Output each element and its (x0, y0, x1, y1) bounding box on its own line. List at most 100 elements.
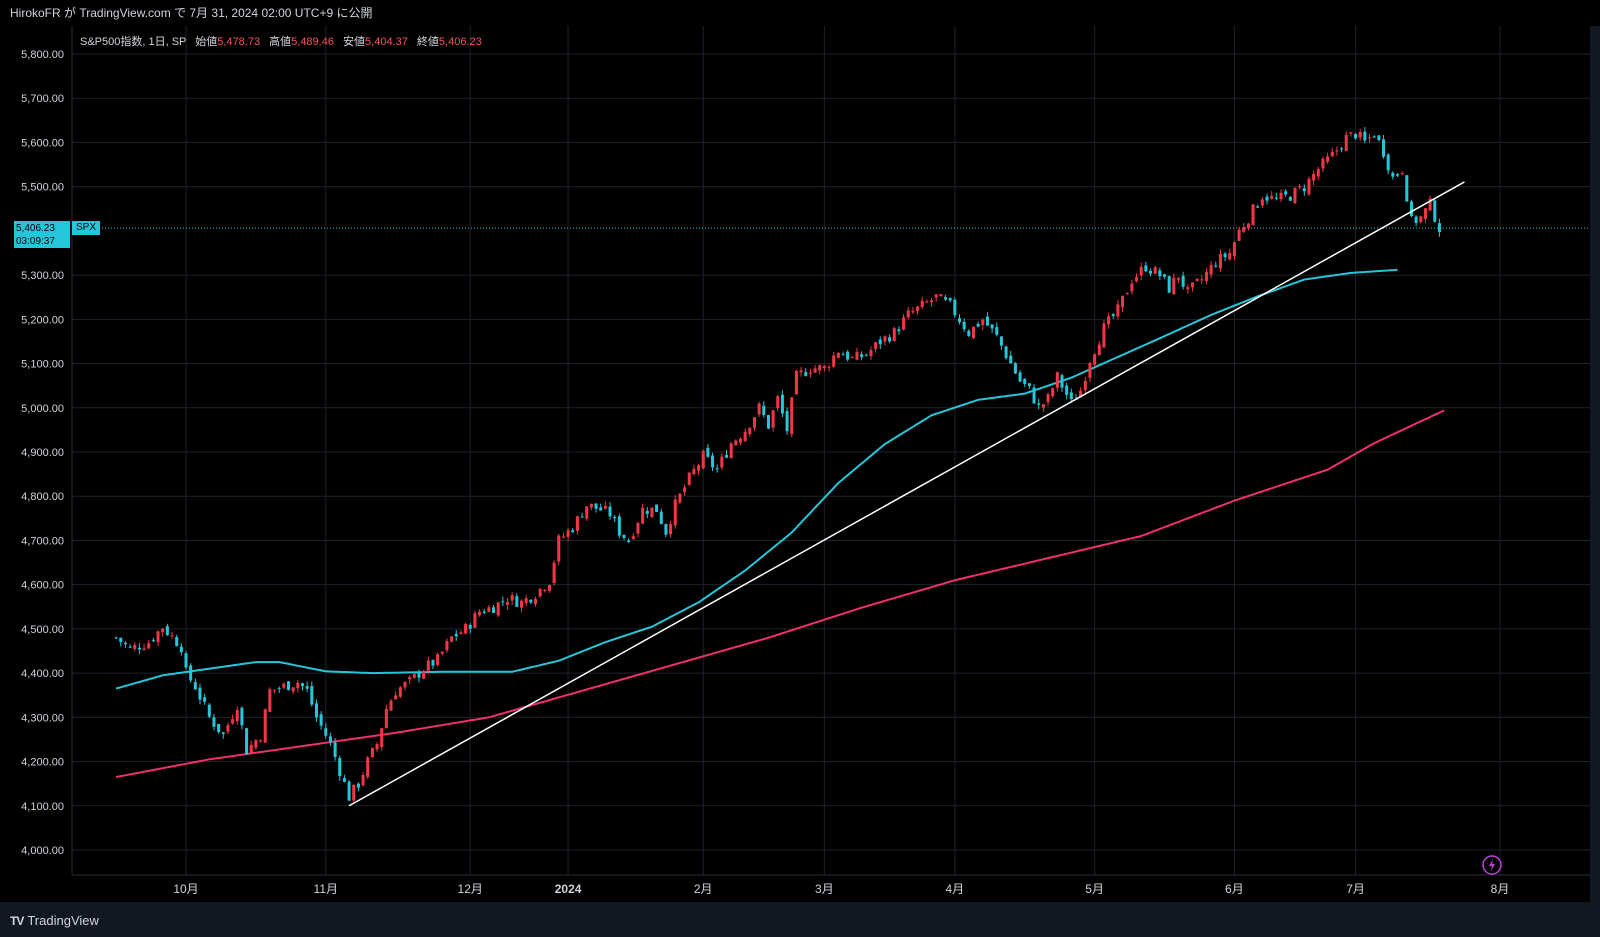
candle-body (156, 631, 160, 643)
candle-body (790, 397, 794, 435)
candle-body (277, 688, 281, 690)
candle-body (1409, 201, 1413, 217)
candle-body (724, 454, 729, 458)
candle-body (771, 410, 775, 428)
candle-body (752, 417, 756, 428)
candle-body (240, 707, 244, 726)
candle-body (1335, 150, 1339, 152)
last-price: 5,406.23 (16, 223, 55, 234)
candle-body (743, 431, 747, 442)
candle-body (235, 709, 239, 722)
chart-legend[interactable]: S&P500指数, 1日, SP 始値5,478.73 高値5,489.46 安… (80, 33, 482, 49)
candle-body (1423, 208, 1427, 219)
chart-right-border (1590, 26, 1600, 937)
candle-body (911, 311, 915, 313)
candle-body (1400, 173, 1404, 175)
candle-body (1316, 169, 1320, 177)
candle-body (1260, 199, 1264, 206)
candle-body (1176, 277, 1181, 280)
candle-body (1158, 270, 1162, 277)
candle-body (440, 651, 444, 654)
candle-body (888, 337, 892, 342)
candle-body (333, 742, 337, 758)
candle-body (1162, 274, 1167, 277)
candle-body (296, 682, 300, 689)
candle-body (1121, 295, 1125, 308)
candle-body (184, 653, 188, 668)
candle-body (436, 654, 440, 665)
candle-body (398, 687, 402, 697)
candle-body (589, 503, 593, 508)
candle-body (766, 415, 770, 429)
candle-body (1093, 354, 1097, 365)
candle-body (352, 784, 356, 801)
candle-body (1190, 282, 1194, 288)
candle-body (231, 719, 235, 724)
candle-body (207, 704, 211, 717)
candle-body (985, 316, 989, 326)
candle-body (1065, 385, 1069, 395)
candle-body (920, 300, 924, 308)
candle-body (417, 672, 421, 678)
candle-body (757, 403, 761, 415)
candle-body (1368, 137, 1372, 139)
candle-body (175, 637, 179, 647)
candle-body (729, 443, 733, 459)
candle-body (841, 354, 845, 356)
candle-body (133, 645, 137, 649)
candle-body (356, 783, 360, 788)
candle-body (636, 523, 640, 534)
candle-body (478, 611, 482, 616)
footer-bar (0, 902, 1590, 937)
candle-body (370, 747, 374, 758)
y-tick-label: 4,600.00 (21, 580, 64, 592)
candle-body (1265, 196, 1269, 201)
x-tick-label: 11月 (314, 882, 338, 896)
candle-body (1144, 265, 1148, 272)
candle-body (328, 736, 332, 742)
candle-body (459, 632, 463, 635)
x-tick-label: 12月 (458, 882, 483, 896)
legend-close-value: 5,406.23 (438, 36, 482, 48)
candle-body (906, 310, 910, 318)
candle-body (431, 660, 435, 666)
candle-body (1051, 388, 1055, 396)
candle-body (1116, 304, 1120, 317)
candle-body (673, 499, 677, 526)
candle-body (650, 507, 654, 518)
candle-body (324, 728, 328, 736)
candle-body (902, 317, 906, 330)
candle-body (1083, 380, 1087, 391)
candle-body (1153, 267, 1157, 274)
candle-body (1069, 392, 1073, 400)
candle-body (599, 507, 603, 511)
candle-body (1130, 283, 1134, 292)
candle-body (715, 468, 719, 470)
candle-body (631, 536, 635, 539)
candle-body (1125, 292, 1129, 295)
tradingview-brand[interactable]: TV TradingView (10, 913, 99, 928)
y-tick-label: 5,500.00 (21, 182, 64, 194)
candle-body (850, 357, 854, 359)
legend-open-label: 始値 (195, 36, 218, 48)
candle-body (496, 602, 500, 616)
ma-fast-path (115, 268, 1398, 690)
x-tick-label: 5月 (1085, 882, 1104, 896)
candle-body (1391, 172, 1395, 177)
candle-body (300, 683, 305, 687)
x-tick-label: 4月 (945, 882, 964, 896)
legend-close-label: 終値 (416, 36, 439, 48)
candle-body (1242, 227, 1246, 232)
candle-body (706, 447, 710, 457)
candle-body (1232, 242, 1236, 257)
candle-body (617, 516, 621, 536)
candle-body (1307, 178, 1311, 195)
candle-body (128, 646, 132, 648)
candle-body (1195, 278, 1199, 281)
candle-body (394, 695, 398, 700)
candle-body (142, 648, 146, 650)
candle-body (487, 607, 491, 612)
candle-body (1209, 264, 1213, 275)
lightning-icon[interactable] (1480, 853, 1504, 877)
